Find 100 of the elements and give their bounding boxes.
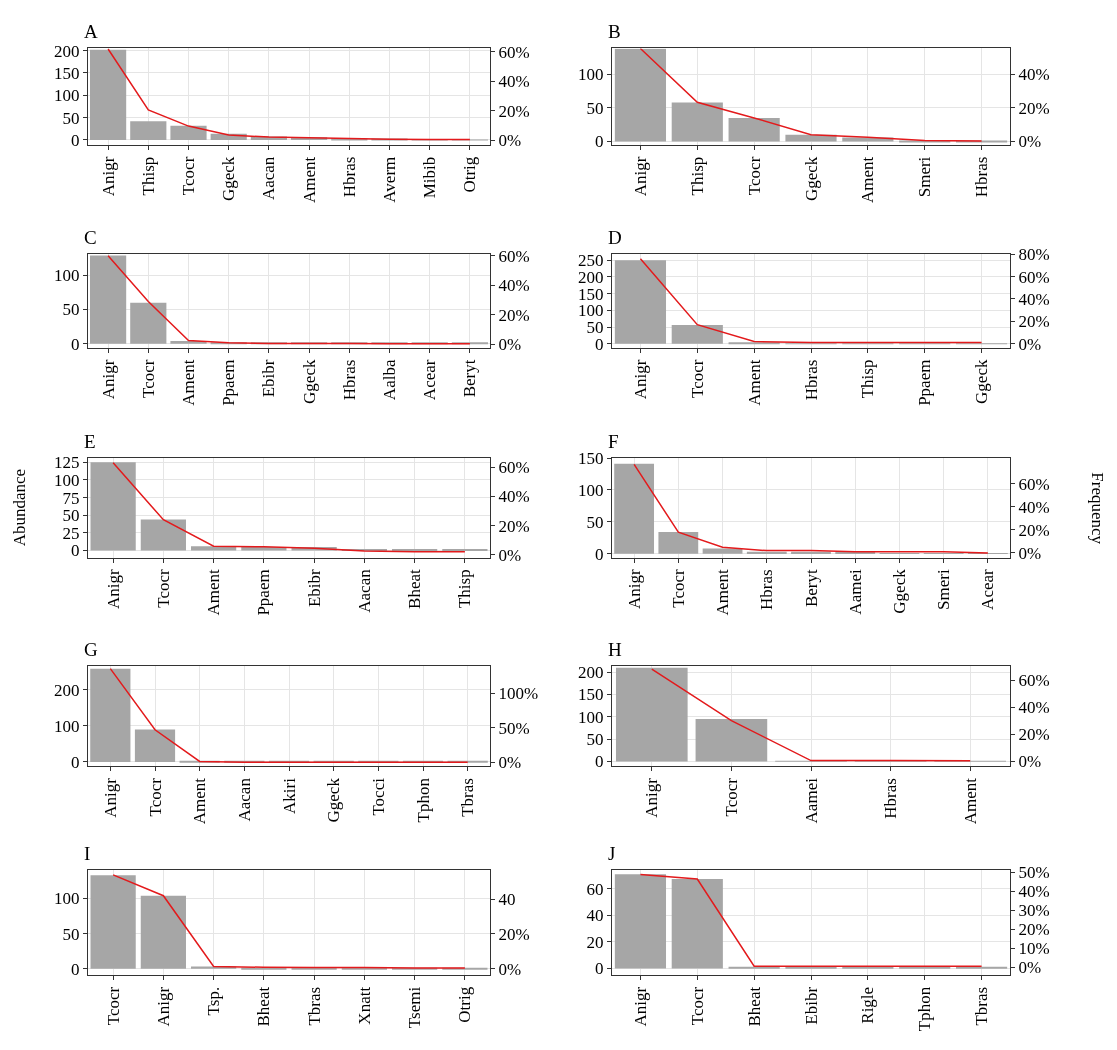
y2-tick-label: 20%: [1018, 920, 1050, 940]
x-tick-label: Tcocr: [153, 568, 173, 608]
x-tick-label: Hbras: [339, 156, 359, 198]
y-tick-label: 50: [586, 98, 604, 118]
x-tick-label: Tphon: [413, 777, 433, 823]
y2-tick-label: 0%: [498, 335, 522, 355]
x-tick-label: Acear: [420, 359, 440, 401]
y-tick-label: 0: [595, 334, 604, 354]
x-tick-label: Otrig: [455, 986, 475, 1023]
y2-tick-label: 40%: [1018, 65, 1050, 85]
x-tick-label: Tcocr: [138, 359, 158, 399]
y2-tick-label: 40%: [498, 276, 530, 296]
y2-tick-label: 0%: [1018, 958, 1042, 978]
x-tick-label: Ggeck: [889, 568, 909, 614]
y-tick-label: 0: [595, 959, 604, 979]
x-tick-label: Ebibr: [304, 568, 324, 608]
y-tick-label: 75: [62, 488, 80, 508]
x-tick-label: Thisp: [138, 156, 158, 196]
y2-tick-label: 60%: [1018, 474, 1050, 494]
y2-tick-label: 0%: [1018, 334, 1042, 354]
y-tick-label: 100: [54, 266, 80, 286]
x-tick-label: Beryt: [801, 569, 821, 608]
chart-title: A: [84, 21, 98, 42]
y-tick-label: 100: [54, 889, 80, 909]
y-tick-label: 125: [54, 453, 80, 473]
y-tick-label: 200: [54, 680, 80, 700]
chart-title: D: [608, 227, 622, 248]
y-tick-label: 0: [71, 752, 80, 772]
x-tick-label: Ament: [960, 777, 980, 825]
y2-tick-label: 60%: [498, 458, 530, 478]
y2-tick-label: 40: [498, 890, 516, 910]
chart-title: C: [84, 227, 97, 248]
x-tick-label: Ebibr: [801, 986, 821, 1025]
y2-tick-label: 20%: [1018, 98, 1050, 118]
y-tick-label: 100: [578, 707, 604, 727]
x-tick-label: Anigr: [98, 359, 118, 400]
chart-title: B: [608, 21, 621, 42]
y2-axis-title: Frequency: [1088, 472, 1108, 545]
chart-title: I: [84, 843, 91, 864]
x-tick-label: Anigr: [153, 986, 173, 1027]
y-tick-label: 40: [586, 906, 604, 926]
y-tick-label: 0: [595, 544, 604, 564]
x-tick-label: Anigr: [100, 777, 120, 818]
y-tick-label: 20: [586, 932, 604, 952]
x-tick-label: Tcocr: [145, 777, 165, 817]
x-tick-label: Ament: [858, 156, 878, 203]
y2-tick-label: 60%: [498, 42, 530, 62]
y-tick-label: 100: [54, 470, 80, 490]
y-tick-label: 100: [578, 301, 604, 321]
y2-tick-label: 0%: [1018, 132, 1042, 152]
x-tick-label: Tbras: [972, 986, 992, 1026]
y2-tick-label: 20%: [498, 924, 530, 944]
x-tick-label: Bheat: [254, 986, 274, 1027]
x-tick-label: Ament: [299, 156, 319, 203]
y-tick-label: 200: [578, 663, 604, 683]
y-tick-label: 50: [586, 730, 604, 749]
x-tick-label: Anigr: [630, 156, 650, 197]
x-tick-label: Aalba: [380, 359, 400, 401]
y2-tick-label: 80%: [1018, 245, 1050, 265]
x-tick-label: Anigr: [624, 568, 644, 609]
x-tick-label: Hbras: [972, 156, 992, 198]
y2-tick-label: 60%: [498, 246, 530, 266]
x-tick-label: Rigle: [858, 986, 878, 1024]
y2-tick-label: 20%: [498, 305, 530, 325]
x-tick-label: Ggeck: [801, 156, 821, 202]
y2-tick-label: 40%: [1018, 497, 1050, 517]
y-tick-label: 50: [586, 512, 604, 532]
x-tick-label: Acear: [978, 568, 998, 610]
x-tick-label: Aamei: [845, 569, 865, 615]
y2-tick-label: 50%: [498, 718, 530, 738]
x-tick-label: Aacan: [354, 568, 374, 613]
y2-tick-label: 0%: [498, 131, 522, 150]
y-tick-label: 0: [71, 959, 80, 979]
x-tick-label: Tsemi: [405, 986, 425, 1029]
y-tick-label: 0: [71, 130, 80, 150]
x-tick-label: Ament: [179, 359, 199, 406]
chart-title: H: [608, 639, 622, 660]
x-tick-label: Ggeck: [972, 359, 992, 404]
y2-tick-label: 0%: [1018, 752, 1042, 772]
chart-title: J: [608, 843, 616, 864]
y-tick-label: 50: [62, 108, 80, 128]
y-tick-label: 0: [71, 541, 80, 561]
y-tick-label: 150: [54, 63, 80, 83]
x-tick-label: Ggeck: [219, 156, 239, 202]
x-tick-label: Anigr: [103, 568, 123, 609]
y-tick-label: 25: [62, 523, 80, 543]
y2-tick-label: 20%: [1018, 520, 1050, 540]
x-tick-label: Otrig: [460, 156, 480, 193]
y-tick-label: 150: [578, 685, 604, 705]
y2-tick-label: 60%: [1018, 671, 1050, 690]
x-tick-label: Tsp.: [204, 986, 224, 1016]
x-tick-label: Anigr: [98, 156, 118, 197]
x-tick-label: Mibib: [420, 156, 440, 199]
x-tick-label: Smeri: [934, 569, 954, 610]
x-tick-label: Tcocr: [687, 359, 707, 399]
y2-tick-label: 20%: [498, 101, 530, 121]
x-tick-label: Ebibr: [259, 359, 279, 398]
x-tick-label: Ppaem: [219, 359, 239, 406]
x-tick-label: Ament: [204, 569, 224, 616]
x-tick-label: Beryt: [460, 359, 480, 398]
